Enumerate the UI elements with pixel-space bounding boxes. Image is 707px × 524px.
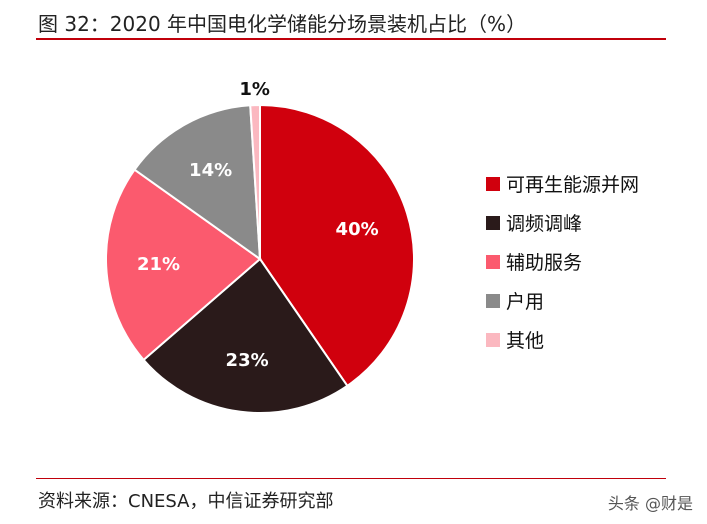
legend-swatch — [486, 254, 500, 269]
pie-slice — [249, 103, 261, 260]
legend-label: 辅助服务 — [506, 252, 583, 274]
legend-label: 调频调峰 — [506, 213, 583, 235]
watermark: 头条 @财是 — [607, 494, 693, 513]
legend-item: 辅助服务 — [486, 242, 639, 281]
slice-data-label: 1% — [239, 79, 270, 100]
legend-swatch — [486, 215, 500, 230]
pie-slice — [105, 168, 262, 362]
legend-item: 可再生能源并网 — [486, 164, 639, 203]
legend-item: 其他 — [486, 320, 639, 359]
footer-rule — [36, 478, 666, 479]
pie-slice — [133, 104, 262, 262]
legend-item: 调频调峰 — [486, 203, 639, 242]
legend-swatch — [486, 332, 500, 347]
legend-label: 其他 — [506, 330, 545, 352]
slice-data-label: 21% — [137, 254, 180, 275]
legend-swatch — [486, 293, 500, 308]
slice-data-label: 23% — [226, 350, 269, 371]
legend-swatch — [486, 176, 500, 191]
slice-data-label: 40% — [336, 219, 379, 240]
legend-label: 户用 — [506, 291, 545, 313]
source-note: 资料来源：CNESA，中信证券研究部 — [38, 491, 334, 512]
pie-slice — [142, 257, 349, 415]
legend: 可再生能源并网 调频调峰辅助服务户用其他 — [486, 164, 639, 359]
title-rule — [36, 38, 666, 40]
chart-title: 图 32：2020 年中国电化学储能分场景装机占比（%） — [38, 12, 527, 36]
pie-slice — [259, 103, 415, 388]
slice-data-label: 14% — [189, 160, 232, 181]
legend-item: 户用 — [486, 281, 639, 320]
legend-label: 可再生能源并网 — [506, 174, 640, 196]
